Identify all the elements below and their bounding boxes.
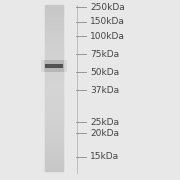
Text: 150kDa: 150kDa xyxy=(90,17,125,26)
Text: 100kDa: 100kDa xyxy=(90,31,125,40)
FancyBboxPatch shape xyxy=(44,60,64,72)
Text: 15kDa: 15kDa xyxy=(90,152,119,161)
Text: 25kDa: 25kDa xyxy=(90,118,119,127)
FancyBboxPatch shape xyxy=(45,5,63,171)
Text: 75kDa: 75kDa xyxy=(90,50,119,59)
FancyBboxPatch shape xyxy=(41,60,67,72)
FancyBboxPatch shape xyxy=(49,65,59,66)
Text: 37kDa: 37kDa xyxy=(90,86,119,94)
Text: 250kDa: 250kDa xyxy=(90,3,125,12)
FancyBboxPatch shape xyxy=(45,64,63,68)
Text: 20kDa: 20kDa xyxy=(90,129,119,138)
Text: 50kDa: 50kDa xyxy=(90,68,119,76)
